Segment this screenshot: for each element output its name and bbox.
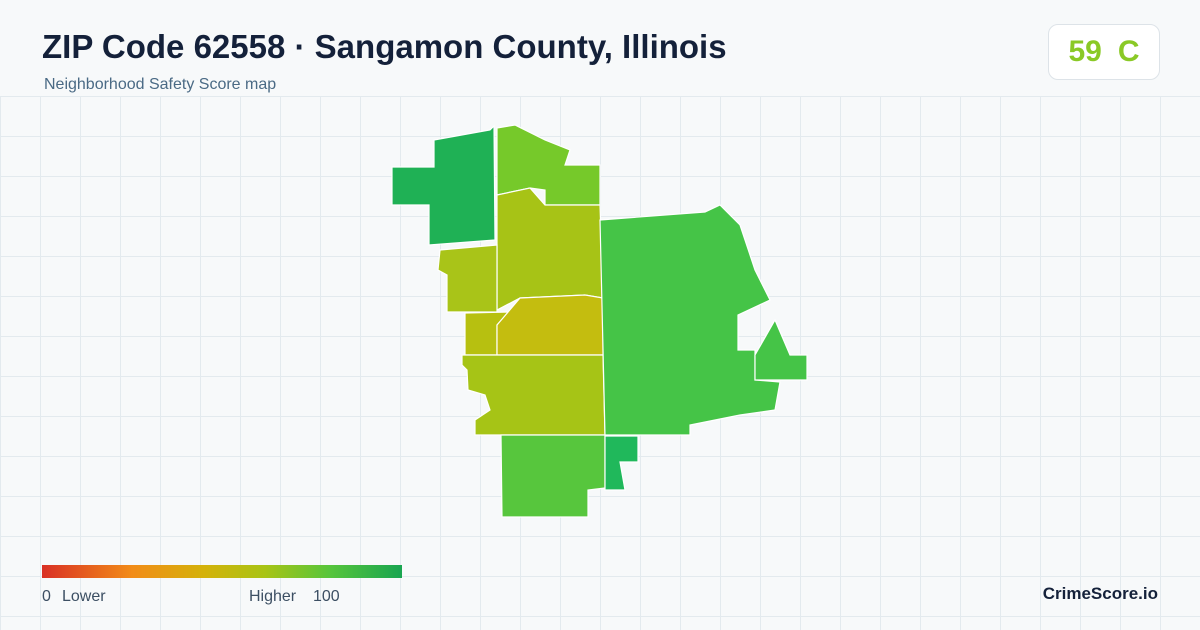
region [754,318,808,381]
title: ZIP Code 62558 · Sangamon County, Illino… [42,28,727,65]
region [496,187,604,311]
region [391,124,496,246]
region [437,244,498,313]
score-grade: C [1117,35,1140,68]
legend-min: 0 [42,588,51,605]
legend-max-label: Higher [249,588,297,605]
legend-max: 100 [313,588,340,605]
region [461,354,606,436]
legend-gradient [42,565,402,578]
score-badge: 59 C [1048,24,1160,80]
brand: CrimeScore.io [1042,584,1158,603]
score-value: 59 [1068,35,1102,68]
region [496,294,604,356]
region [604,435,639,491]
region [500,434,606,518]
region [599,204,781,436]
subtitle: Neighborhood Safety Score map [44,76,277,93]
legend-min-label: Lower [62,588,106,605]
